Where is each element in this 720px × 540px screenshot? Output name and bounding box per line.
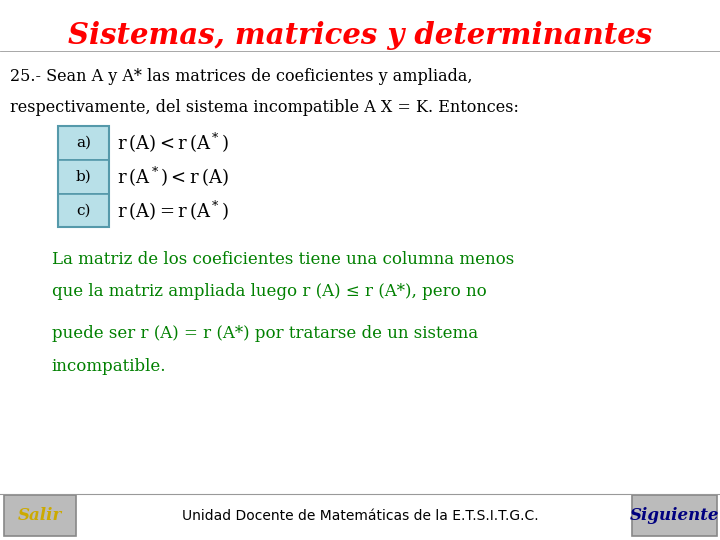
Text: $\mathregular{r\,(A) < r\,(A^*)}$: $\mathregular{r\,(A) < r\,(A^*)}$ [117, 131, 229, 155]
Text: $\mathregular{r\,(A) = r\,(A^*)}$: $\mathregular{r\,(A) = r\,(A^*)}$ [117, 199, 229, 222]
Text: puede ser r (A) = r (A*) por tratarse de un sistema: puede ser r (A) = r (A*) por tratarse de… [52, 325, 478, 342]
FancyBboxPatch shape [58, 194, 109, 227]
Text: que la matriz ampliada luego r (A) ≤ r (A*), pero no: que la matriz ampliada luego r (A) ≤ r (… [52, 283, 487, 300]
FancyBboxPatch shape [58, 160, 109, 194]
Text: Salir: Salir [17, 507, 62, 524]
Text: Siguiente: Siguiente [630, 507, 719, 524]
Text: incompatible.: incompatible. [52, 357, 166, 375]
Text: b): b) [76, 170, 91, 184]
Text: Sistemas, matrices y determinantes: Sistemas, matrices y determinantes [68, 21, 652, 50]
Text: respectivamente, del sistema incompatible A X = K. Entonces:: respectivamente, del sistema incompatibl… [10, 99, 519, 117]
FancyBboxPatch shape [58, 126, 109, 160]
Text: c): c) [76, 204, 91, 218]
FancyBboxPatch shape [632, 495, 717, 536]
Text: 25.- Sean A y A* las matrices de coeficientes y ampliada,: 25.- Sean A y A* las matrices de coefici… [10, 68, 472, 85]
Text: a): a) [76, 136, 91, 150]
Text: Unidad Docente de Matemáticas de la E.T.S.I.T.G.C.: Unidad Docente de Matemáticas de la E.T.… [181, 509, 539, 523]
Text: La matriz de los coeficientes tiene una columna menos: La matriz de los coeficientes tiene una … [52, 251, 514, 268]
FancyBboxPatch shape [4, 495, 76, 536]
Text: $\mathregular{r\,(A^*) < r\,(A)}$: $\mathregular{r\,(A^*) < r\,(A)}$ [117, 165, 229, 189]
